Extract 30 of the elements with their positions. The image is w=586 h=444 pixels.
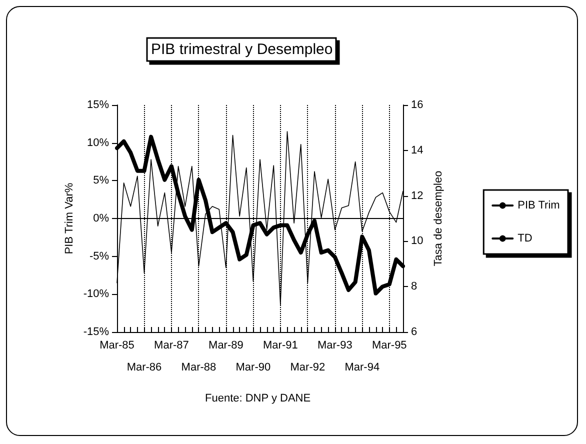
y2-axis-title: Tasa de desempleo (432, 170, 444, 266)
x-tick-label: Mar-92 (290, 362, 326, 374)
x-tick-label: Mar-87 (154, 340, 189, 352)
chart-title: PIB trimestral y Desempleo (151, 41, 333, 58)
source-note: Fuente: DNP y DANE (205, 392, 311, 404)
y2-tick-label: 14 (411, 144, 424, 156)
y2-tick-label: 16 (411, 99, 424, 111)
y-tick-label: 0% (93, 212, 110, 224)
y-tick-label: -15% (83, 326, 110, 338)
y-tick-label: 15% (86, 99, 110, 111)
y2-tick-label: 12 (411, 190, 424, 202)
x-tick-label: Mar-85 (100, 340, 134, 352)
x-tick-label: Mar-93 (317, 340, 352, 352)
legend-label: PIB Trim (518, 200, 560, 212)
y-tick-label: -5% (89, 250, 110, 262)
x-tick-label: Mar-91 (263, 340, 298, 352)
y2-tick-label: 6 (411, 326, 418, 338)
x-tick-label: Mar-95 (372, 340, 407, 352)
y2-tick-label: 8 (411, 280, 418, 293)
x-tick-label: Mar-94 (344, 362, 380, 374)
y-tick-label: -10% (83, 288, 110, 300)
y-tick-label: 5% (93, 174, 110, 187)
legend-label: TD (518, 232, 532, 244)
x-tick-label: Mar-88 (181, 362, 216, 374)
y-tick-label: 10% (86, 136, 110, 149)
x-tick-label: Mar-86 (126, 362, 162, 374)
x-tick-label: Mar-90 (236, 362, 271, 374)
y2-tick-label: 10 (411, 235, 424, 248)
x-tick-label: Mar-89 (208, 340, 244, 352)
y-axis-title: PIB Trim Var% (64, 182, 76, 254)
